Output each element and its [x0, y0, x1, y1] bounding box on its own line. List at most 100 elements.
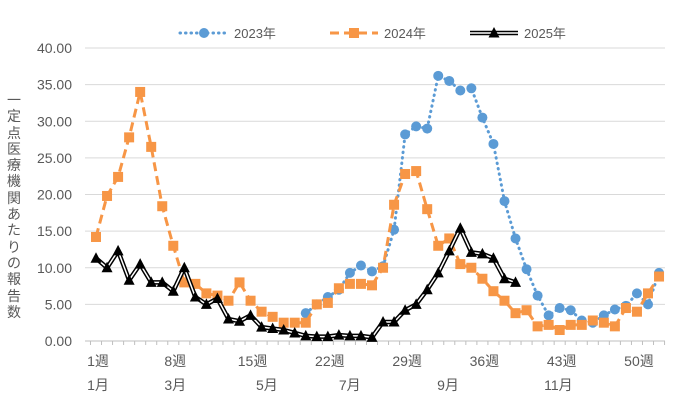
data-point-circle: [355, 260, 366, 271]
data-point-square: [521, 305, 532, 316]
y-tick-label: 10.00: [37, 260, 72, 276]
data-point-circle: [543, 310, 554, 321]
data-point-square: [355, 278, 366, 289]
data-point-circle: [532, 290, 543, 301]
legend-label: 2025年: [524, 26, 566, 41]
data-point-square: [444, 233, 455, 244]
y-tick-label: 5.00: [45, 296, 72, 312]
data-point-circle: [199, 28, 209, 38]
data-point-square: [135, 86, 146, 97]
data-point-triangle: [410, 298, 422, 309]
series-2024年: [91, 86, 665, 336]
data-point-square: [620, 303, 631, 314]
data-point-square: [543, 319, 554, 330]
data-point-circle: [510, 233, 521, 244]
data-point-square: [245, 295, 256, 306]
data-point-triangle: [488, 27, 500, 38]
x-week-label: 1週: [87, 353, 109, 369]
series-2025年: [90, 222, 522, 342]
data-point-triangle: [476, 247, 488, 259]
data-point-triangle: [344, 329, 356, 341]
data-point-triangle: [245, 309, 257, 320]
data-point-circle: [400, 129, 411, 140]
data-point-square: [532, 321, 543, 332]
data-point-square: [510, 308, 521, 319]
y-tick-label: 35.00: [37, 77, 72, 93]
data-point-square: [587, 315, 598, 326]
data-point-triangle: [211, 292, 223, 304]
data-point-square: [598, 317, 609, 328]
data-point-circle: [521, 264, 532, 275]
data-point-square: [488, 286, 499, 297]
data-point-square: [466, 262, 477, 273]
data-point-triangle: [432, 266, 444, 278]
legend-item: 2024年: [330, 26, 426, 41]
y-tick-label: 20.00: [37, 187, 72, 203]
data-point-square: [411, 166, 422, 177]
data-point-square: [433, 240, 444, 251]
data-point-triangle: [222, 313, 234, 324]
x-week-label: 8週: [164, 353, 186, 369]
data-point-square: [267, 311, 278, 322]
data-point-triangle: [377, 315, 389, 327]
data-point-circle: [554, 303, 565, 314]
data-point-triangle: [498, 272, 510, 284]
x-week-label: 29週: [392, 353, 422, 369]
data-point-square: [311, 299, 322, 310]
legend-label: 2023年: [234, 26, 276, 41]
data-point-square: [333, 283, 344, 294]
data-point-square: [422, 204, 433, 215]
legend-item: 2025年: [470, 26, 566, 41]
data-point-square: [654, 271, 665, 282]
data-point-circle: [455, 85, 466, 96]
data-point-square: [168, 240, 179, 251]
data-point-square: [565, 319, 576, 330]
data-point-circle: [433, 70, 444, 81]
y-tick-label: 0.00: [45, 333, 72, 349]
data-point-triangle: [465, 246, 477, 257]
data-point-square: [146, 141, 157, 152]
x-week-label: 36週: [470, 353, 500, 369]
data-point-square: [256, 306, 267, 317]
data-point-triangle: [90, 252, 102, 263]
x-week-label: 15週: [238, 353, 268, 369]
data-point-triangle: [123, 274, 135, 285]
data-point-triangle: [454, 222, 466, 233]
data-point-square: [349, 28, 359, 38]
data-point-triangle: [510, 276, 522, 287]
x-week-label: 43週: [547, 353, 577, 369]
data-point-square: [278, 317, 289, 328]
x-week-label: 50週: [624, 353, 654, 369]
data-point-triangle: [156, 276, 168, 287]
x-month-label: 3月: [164, 377, 186, 393]
data-point-triangle: [101, 261, 113, 273]
data-point-triangle: [112, 244, 124, 256]
data-point-square: [609, 321, 620, 332]
data-point-triangle: [487, 252, 499, 263]
data-point-circle: [422, 123, 433, 134]
legend-item: 2023年: [178, 26, 276, 41]
data-point-square: [576, 319, 587, 330]
data-point-square: [322, 297, 333, 308]
data-point-square: [643, 288, 653, 299]
data-point-triangle: [355, 329, 367, 341]
data-point-triangle: [443, 244, 455, 256]
data-point-triangle: [200, 298, 212, 309]
data-point-triangle: [421, 283, 433, 295]
data-point-square: [631, 306, 642, 317]
y-axis-title: 一定点医療機関あたりの報告数: [7, 92, 21, 320]
data-point-circle: [466, 83, 477, 94]
data-point-square: [91, 231, 101, 242]
data-point-circle: [411, 121, 422, 132]
data-point-circle: [499, 196, 510, 207]
data-point-triangle: [145, 276, 157, 287]
data-point-triangle: [311, 330, 323, 342]
data-point-triangle: [289, 326, 301, 338]
data-point-square: [234, 277, 245, 288]
data-point-triangle: [322, 330, 334, 342]
data-point-circle: [609, 304, 620, 315]
data-point-triangle: [333, 329, 345, 340]
data-point-triangle: [234, 315, 246, 326]
data-point-triangle: [178, 261, 190, 273]
